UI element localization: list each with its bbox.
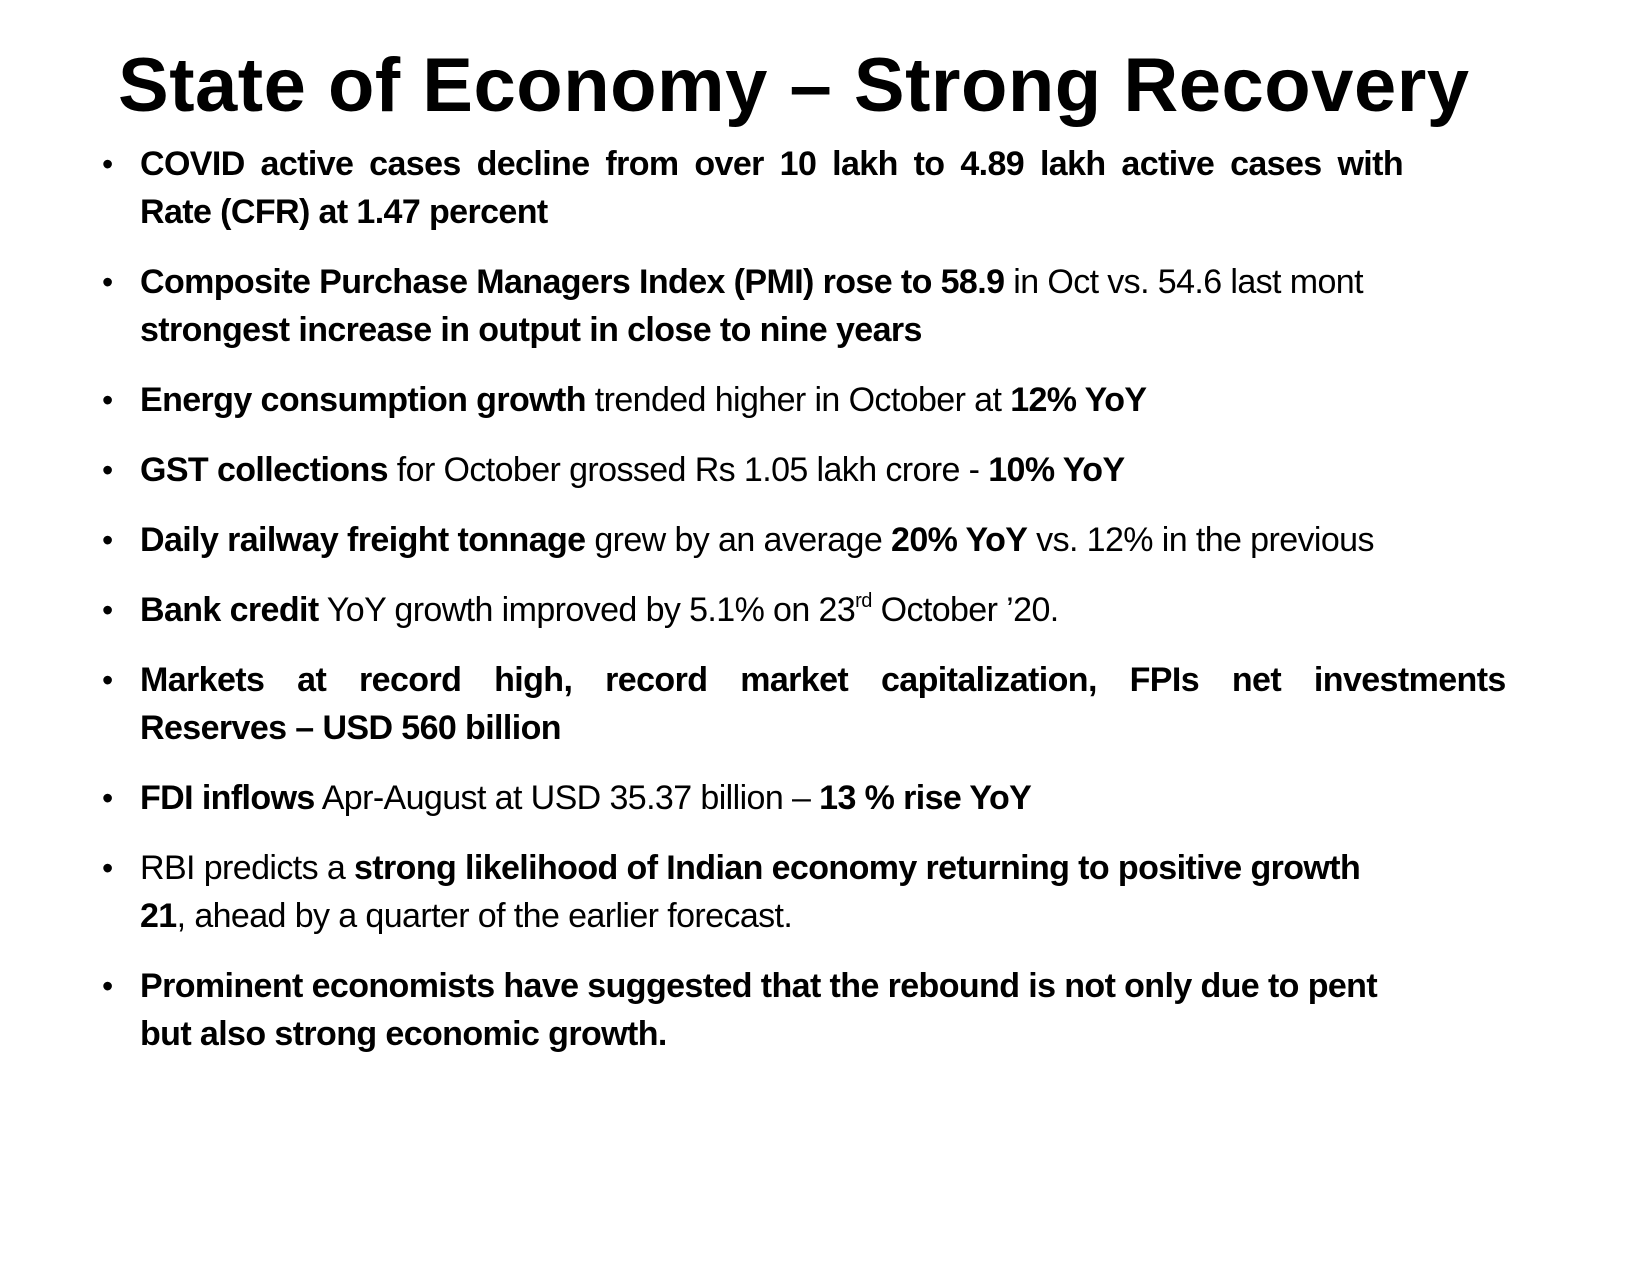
bullet-line: Reserves – USD 560 billion — [140, 704, 1650, 752]
bold-text: 13 % rise YoY — [819, 779, 1032, 817]
bold-text: Rate (CFR) at 1.47 percent — [140, 193, 548, 231]
bold-text: FDI inflows — [140, 779, 315, 817]
text: for October grossed Rs 1.05 lakh crore - — [387, 451, 989, 489]
bullet-item: FDI inflows Apr-August at USD 35.37 bill… — [0, 774, 1650, 822]
bold-text: Markets at record high, record market ca… — [140, 661, 1506, 699]
bullet-line: GST collections for October grossed Rs 1… — [140, 446, 1650, 494]
bullet-item: Energy consumption growth trended higher… — [0, 376, 1650, 424]
bullet-item: GST collections for October grossed Rs 1… — [0, 446, 1650, 494]
bold-text: but also strong economic growth. — [140, 1015, 667, 1053]
bullet-line: Daily railway freight tonnage grew by an… — [140, 516, 1650, 564]
bold-text: 20% YoY — [891, 521, 1028, 559]
text: vs. 12% in the previous — [1027, 521, 1374, 559]
bold-text: Energy consumption growth — [140, 381, 587, 419]
bullet-line: Markets at record high, record market ca… — [140, 656, 1650, 704]
bold-text: strong likelihood of Indian economy retu… — [353, 849, 1361, 887]
bold-text: Daily railway freight tonnage — [140, 521, 586, 559]
bullet-item: Bank credit YoY growth improved by 5.1% … — [0, 586, 1650, 634]
bullet-item: Composite Purchase Managers Index (PMI) … — [0, 258, 1650, 354]
bullet-item: Prominent economists have suggested that… — [0, 962, 1650, 1058]
bold-text: Composite Purchase Managers Index (PMI) … — [140, 263, 1005, 301]
bullet-item: COVID active cases decline from over 10 … — [0, 140, 1650, 236]
bullet-line: 21, ahead by a quarter of the earlier fo… — [140, 892, 1650, 940]
bullet-item: Markets at record high, record market ca… — [0, 656, 1650, 752]
bullet-item: Daily railway freight tonnage grew by an… — [0, 516, 1650, 564]
bullet-item: RBI predicts a strong likelihood of Indi… — [0, 844, 1650, 940]
bold-text: 21 — [140, 897, 177, 935]
bullet-line: COVID active cases decline from over 10 … — [140, 140, 1650, 188]
bullet-line: FDI inflows Apr-August at USD 35.37 bill… — [140, 774, 1650, 822]
bold-text: COVID active cases decline from over 10 … — [140, 145, 1404, 183]
text: YoY growth improved by 5.1% on 23 — [318, 591, 856, 629]
bullet-line: strongest increase in output in close to… — [140, 306, 1650, 354]
text: grew by an average — [585, 521, 892, 559]
bold-text: 10% YoY — [988, 451, 1125, 489]
bold-text: strongest increase in output in close to… — [140, 311, 922, 349]
text: rd — [855, 590, 872, 612]
bullet-line: Energy consumption growth trended higher… — [140, 376, 1650, 424]
bold-text: GST collections — [140, 451, 389, 489]
bullet-line: Bank credit YoY growth improved by 5.1% … — [140, 586, 1650, 634]
bullet-line: Composite Purchase Managers Index (PMI) … — [140, 258, 1650, 306]
bold-text: Reserves – USD 560 billion — [140, 709, 562, 747]
bullet-line: Rate (CFR) at 1.47 percent — [140, 188, 1650, 236]
bullet-line: Prominent economists have suggested that… — [140, 962, 1650, 1010]
text: trended higher in October at — [585, 381, 1011, 419]
bold-text: 12% YoY — [1010, 381, 1147, 419]
text: , ahead by a quarter of the earlier fore… — [176, 897, 793, 935]
slide-title: State of Economy – Strong Recovery — [118, 43, 1470, 128]
text: Apr-August at USD 35.37 billion – — [314, 779, 820, 817]
text: RBI predicts a — [140, 849, 354, 887]
bullet-line: RBI predicts a strong likelihood of Indi… — [140, 844, 1650, 892]
bold-text: Prominent economists have suggested that… — [140, 967, 1378, 1005]
bullet-list: COVID active cases decline from over 10 … — [0, 140, 1650, 1080]
text: in Oct vs. 54.6 last mont — [1004, 263, 1363, 301]
bold-text: Bank credit — [140, 591, 319, 629]
text: October ’20. — [871, 591, 1060, 629]
bullet-line: but also strong economic growth. — [140, 1010, 1650, 1058]
